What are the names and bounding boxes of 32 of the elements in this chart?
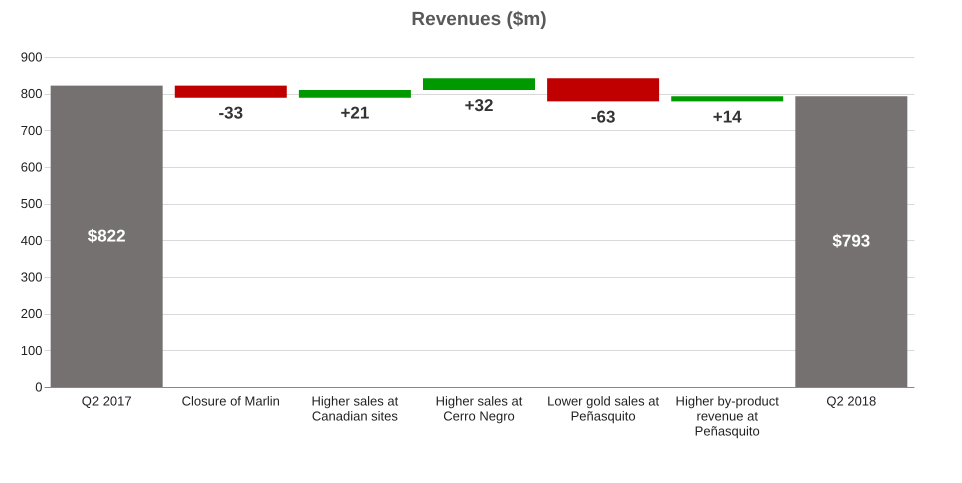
bar [547, 78, 660, 102]
y-tick-label: 200 [20, 306, 42, 322]
bar [795, 96, 908, 387]
y-tick-label: 600 [20, 160, 42, 174]
bar [422, 78, 536, 90]
data-label: $793 [832, 232, 870, 251]
x-tick-label: Higher sales at Cerro Negro [436, 394, 523, 424]
y-tick-label: 300 [20, 270, 42, 284]
y-tick-label: 700 [20, 122, 42, 138]
data-label: +32 [464, 96, 494, 115]
x-tick-label: Lower gold sales at Peñasquito [547, 394, 660, 424]
data-label: -63 [590, 107, 616, 126]
y-tick-label: 100 [20, 342, 42, 358]
bar [671, 96, 784, 102]
y-tick-label: 500 [20, 196, 42, 212]
chart-title: Revenues ($m) [411, 9, 547, 30]
data-label: -33 [218, 104, 244, 123]
x-tick-label: Higher sales at Canadian sites [312, 394, 399, 424]
bar [174, 86, 287, 98]
x-tick-label: Q2 2018 [826, 394, 876, 408]
y-tick-label: 800 [20, 86, 42, 102]
x-tick-label: Higher by-product revenue at Peñasquito [676, 394, 780, 438]
x-tick-label: Closure of Marlin [182, 394, 280, 408]
data-label: +14 [712, 107, 742, 126]
x-tick-label: Q2 2017 [82, 394, 132, 408]
y-tick-label: 900 [20, 50, 42, 64]
bar [50, 86, 163, 387]
data-label: $822 [88, 226, 126, 246]
bar [298, 90, 411, 98]
data-label: +21 [340, 104, 370, 123]
y-tick-label: 0 [35, 380, 42, 394]
y-tick-label: 400 [20, 232, 42, 248]
